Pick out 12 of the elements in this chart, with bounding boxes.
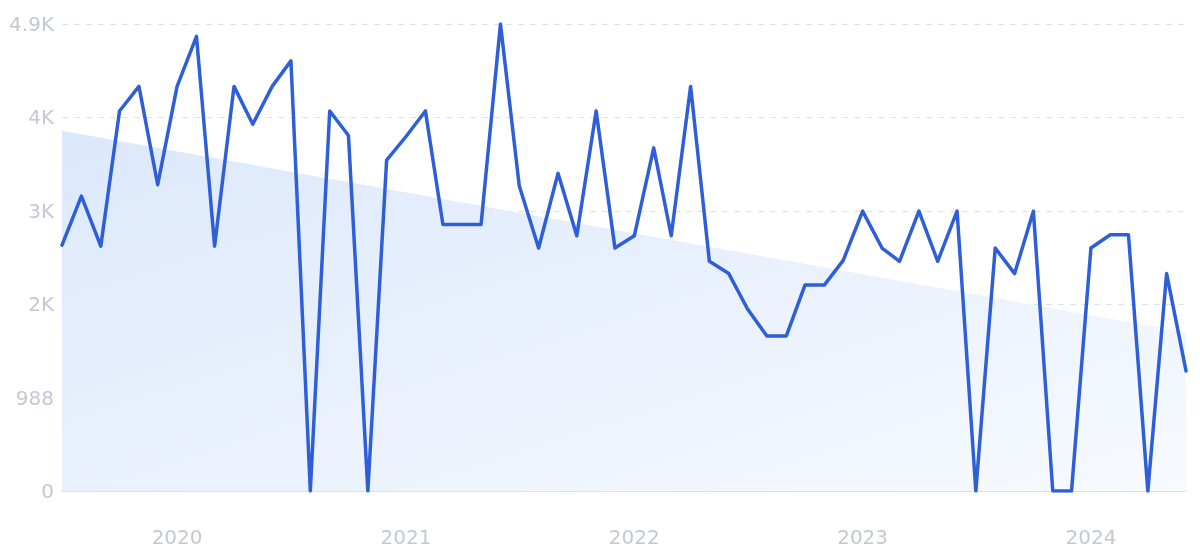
x-tick-label: 2021 (380, 525, 432, 549)
x-tick-label: 2024 (1065, 525, 1117, 549)
x-tick-label: 2022 (608, 525, 660, 549)
y-tick-label: 2K (28, 292, 55, 317)
x-tick-label: 2023 (837, 525, 889, 549)
y-tick-label: 4.9K (9, 12, 55, 36)
y-tick-label: 0 (41, 479, 54, 503)
line-series (60, 22, 1188, 493)
y-tick-label: 3K (28, 198, 55, 223)
y-tick-label: 988 (15, 385, 54, 410)
x-tick-label: 2020 (151, 525, 203, 549)
y-tick-label: 4K (28, 105, 55, 130)
